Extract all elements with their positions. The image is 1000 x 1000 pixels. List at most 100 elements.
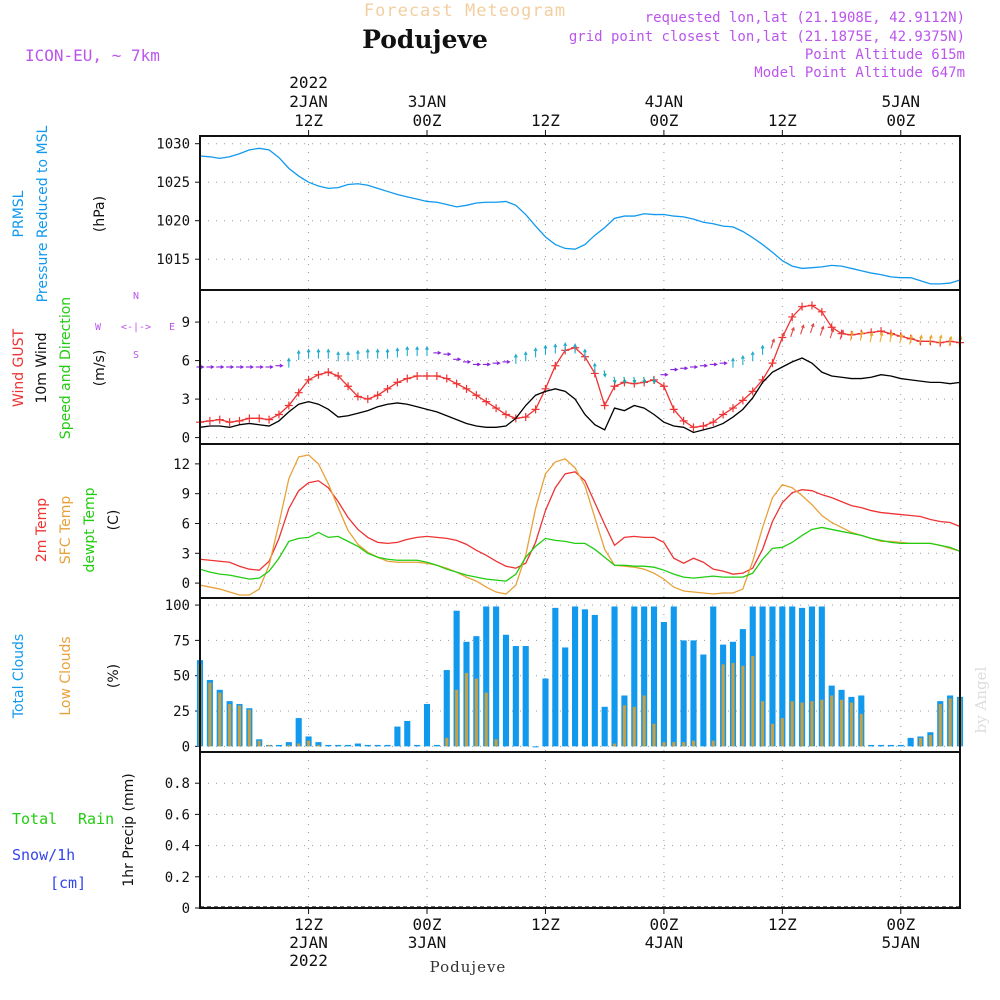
wind-arrow-head [513,353,518,358]
bottom-time-label: 3JAN [408,933,447,952]
temp-label-group: 2m Temp SFC Temp dewpt Temp (C) [34,487,122,572]
wind-arrow-head [810,322,815,328]
wind-arrow-head [938,334,943,339]
total-cloud-bar [315,742,322,747]
low-cloud-bar [918,737,923,747]
y-tick-label: 0 [182,739,190,755]
series-line [199,471,961,575]
low-cloud-bar [464,672,469,747]
bottom-time-label: 12Z [768,915,797,934]
total-cloud-bar [680,640,687,747]
compass-arrow: <-|-> [121,322,151,333]
series-line [199,147,961,285]
rain-label-total: Total [12,810,57,828]
top-time-label: 3JAN [408,92,447,111]
compass-west: W [95,322,102,333]
gust-marker [383,384,392,393]
low-cloud-bar [613,743,617,747]
gust-marker [798,302,807,311]
gust-marker [353,392,362,401]
gust-marker [255,414,264,423]
wind-arrow-head [385,348,390,353]
gust-marker [393,378,402,387]
low-cloud-bar [632,706,636,747]
wind-arrow-head [694,365,699,369]
gust-marker [659,382,668,391]
wind-arrow-head [760,344,765,349]
snow-unit-label: [cm] [50,874,86,892]
low-cloud-bar [928,735,932,747]
low-cloud-bar [494,739,498,747]
low-cloud-bar [751,655,755,747]
top-time-label: 12Z [294,111,323,130]
gust-marker [738,396,747,405]
low-cloud-bar [830,695,834,747]
wind-arrow-head [642,379,647,384]
wind-arrow-head [523,351,528,356]
gust-marker [432,371,441,380]
gust-marker [274,410,283,419]
pressure-unit: (hPa) [92,196,108,232]
gust-marker [709,418,718,427]
low-cloud-bar [691,740,696,747]
series-line [199,357,961,434]
wind-arrow-head [296,349,301,354]
total-cloud-bar [295,718,302,747]
low-cloud-bar [859,713,863,747]
low-cloud-bar [780,718,784,747]
wind-arrow-head [220,365,225,369]
total-cloud-bar [769,606,776,747]
wind-arrow-head [909,334,914,339]
total-cloud-bar [818,606,825,747]
gust-marker [363,395,372,404]
low-cloud-bar [287,744,291,747]
wind-arrow [819,326,824,336]
gust-marker [304,375,313,384]
wind-arrow-head [723,361,728,366]
wind-arrow-head [437,350,442,355]
wind-arrow-head [632,379,637,384]
wind-arrow-head [467,359,472,364]
wind-unit: (m/s) [92,350,108,387]
gust-marker [373,391,382,400]
wind-arrow-head [840,329,845,334]
model-altitude: Model Point Altitude 647m [754,65,965,81]
total-cloud-bar [690,640,697,747]
low-cloud-bar [208,682,212,747]
watermark: by Angel [972,666,990,733]
wind-arrow-head [543,344,548,349]
low-cloud-bar [770,723,774,747]
wind-arrow-head [457,357,462,362]
compass-rose-icon: N S W E <-|-> [95,291,175,361]
total-cloud-bar [384,744,391,747]
y-tick-label: 6 [182,354,190,370]
gust-marker [669,405,678,414]
total-cloud-bar [907,737,914,747]
total-cloud-bar [335,744,342,747]
low-cloud-bar [257,740,261,747]
wind-arrow [839,330,844,340]
low-cloud-bar [484,692,488,747]
bottom-time-label: 4JAN [645,933,684,952]
wind-arrow-head [553,343,558,348]
total-cloud-bar [877,744,885,747]
wind-arrow-head [356,349,360,354]
temp-unit: (C) [106,510,122,531]
wind-arrow-head [869,331,874,337]
total-clouds-label: Total Clouds [11,634,27,719]
wind-arrow [790,327,795,338]
wind-arrow-head [674,367,679,372]
wind-arrow-head [948,335,953,340]
low-cloud-bar [267,744,271,747]
total-cloud-bar [374,744,381,747]
total-cloud-bar [700,654,707,747]
wind-arrow-head [486,362,491,367]
total-cloud-bar [364,744,371,747]
pressure-panel: 1015 1020 1025 1030 [156,135,961,291]
top-time-label: 12Z [768,111,797,130]
total-cloud-bar [631,606,638,747]
wind-arrow [879,332,883,343]
wind-arrow-head [731,357,735,362]
y-tick-label: 3 [182,546,190,562]
wind-panel: 0 3 6 9 [182,289,964,447]
